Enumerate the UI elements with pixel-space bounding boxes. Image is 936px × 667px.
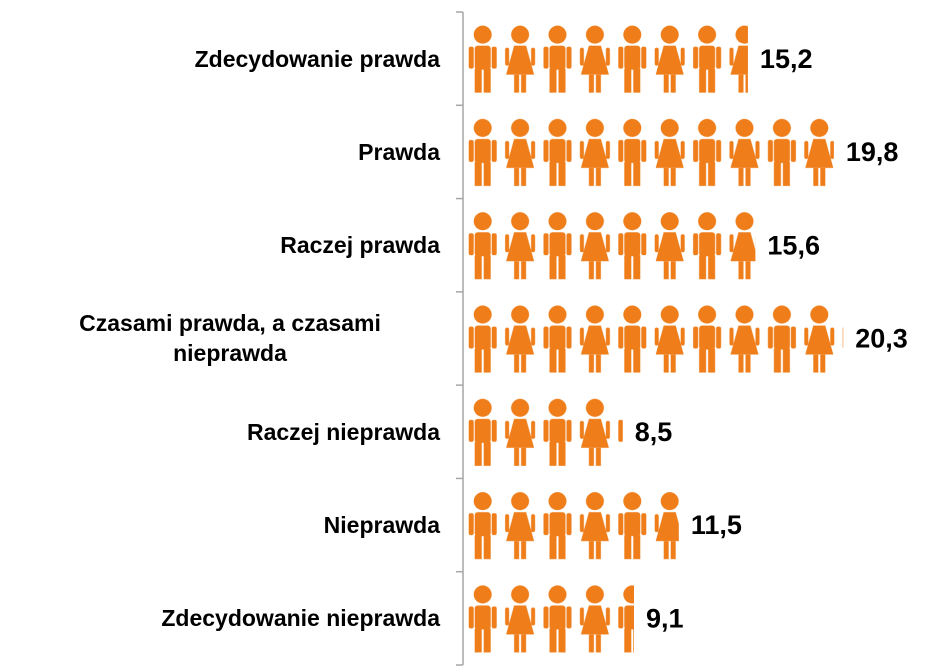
category-label: Zdecydowanie nieprawda <box>0 572 440 665</box>
bar <box>464 571 634 665</box>
value-label: 11,5 <box>691 510 742 540</box>
value-label: 20,3 <box>855 324 908 354</box>
bar <box>464 12 748 106</box>
bar <box>464 478 679 572</box>
category-text: Prawda <box>358 138 440 165</box>
category-text: Zdecydowanie prawda <box>194 45 440 72</box>
bar <box>464 291 844 386</box>
category-label: Raczej prawda <box>0 199 440 292</box>
category-text: Nieprawda <box>323 512 440 539</box>
category-text: Zdecydowanie nieprawda <box>161 605 440 632</box>
category-text: Czasami prawda, a czasami nieprawda <box>79 310 381 367</box>
bar <box>464 198 756 292</box>
category-text: Raczej nieprawda <box>246 418 440 445</box>
value-label: 15,6 <box>767 230 820 260</box>
category-label: Czasami prawda, a czasami nieprawda <box>0 292 440 385</box>
category-label: Prawda <box>0 105 440 198</box>
value-label: 19,8 <box>846 137 899 167</box>
bar <box>464 105 834 199</box>
category-label: Nieprawda <box>0 478 440 571</box>
value-label: 15,2 <box>760 44 813 74</box>
category-label: Raczej nieprawda <box>0 385 440 478</box>
category-label: Zdecydowanie prawda <box>0 12 440 105</box>
category-text: Raczej prawda <box>280 232 440 259</box>
value-label: 9,1 <box>646 603 684 633</box>
value-label: 8,5 <box>635 417 673 447</box>
bar <box>464 385 623 479</box>
